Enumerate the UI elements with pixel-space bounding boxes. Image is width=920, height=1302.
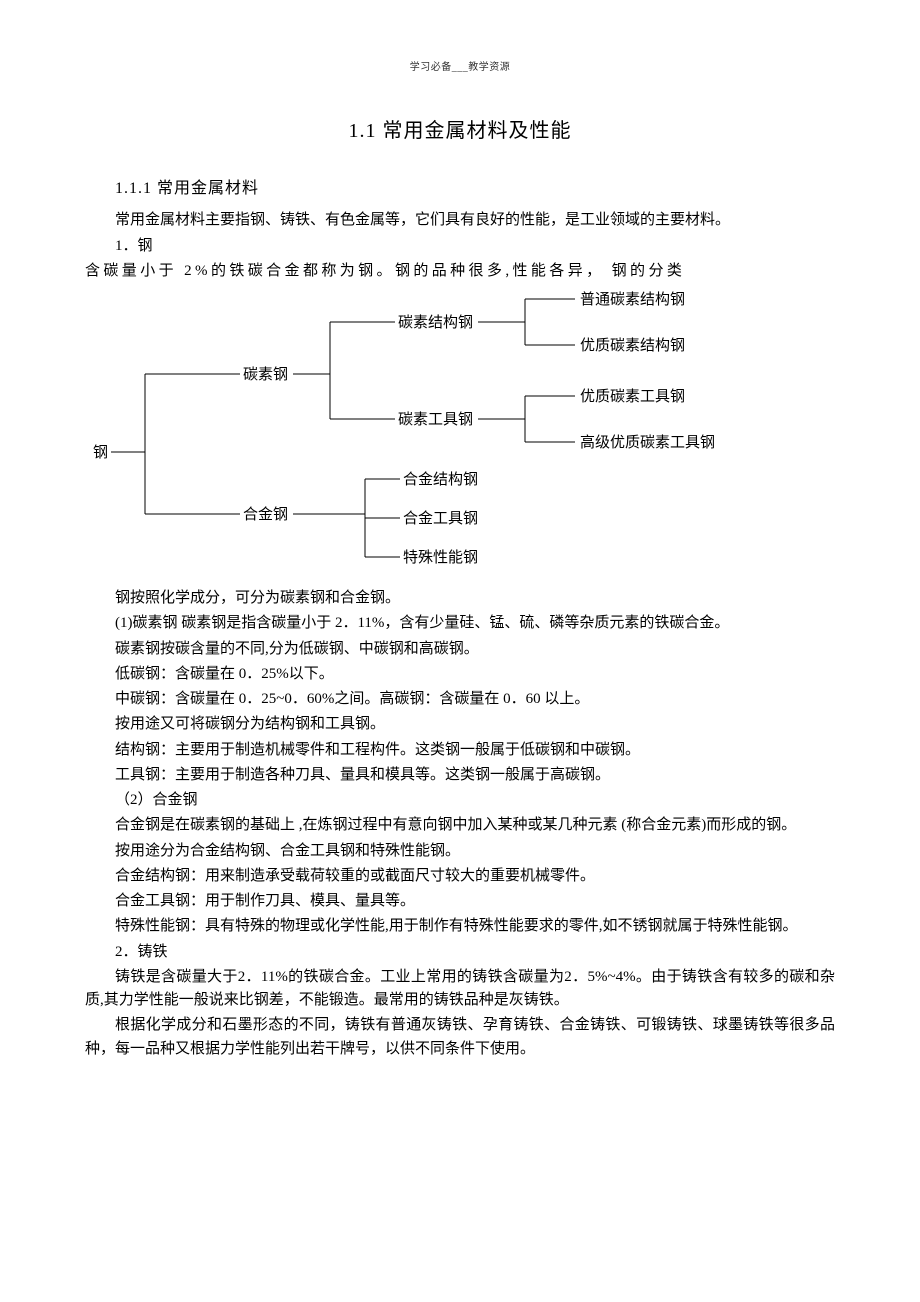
iron-heading: 2．铸铁 [85,941,835,964]
para-iron-types: 根据化学成分和石墨形态的不同，铸铁有普通灰铸铁、孕育铸铁、合金铸铁、可锻铸铁、球… [85,1014,835,1061]
steel-heading: 1．钢 [85,235,835,258]
tree-node-high-quality-carbon-tool: 高级优质碳素工具钢 [580,434,715,451]
para-carbon-def: (1)碳素钢 碳素钢是指含碳量小于 2．11%，含有少量硅、锰、硫、磷等杂质元素… [85,612,835,635]
document-page: 学习必备___教学资源 1.1 常用金属材料及性能 1.1.1 常用金属材料 常… [0,0,920,1103]
tree-node-common-carbon-struct: 普通碳素结构钢 [580,291,685,308]
tree-root-label: 钢 [93,444,108,461]
tree-node-quality-carbon-tool: 优质碳素工具钢 [580,388,685,405]
steel-definition-line: 含碳量小于 2%的铁碳合金都称为钢。钢的品种很多,性能各异， 钢的分类 [85,260,835,283]
steel-classification-tree: 钢 碳素钢 碳素结构钢 普通碳素结构钢 优质碳素结构钢 碳素工具钢 优质碳素工具… [85,289,835,579]
tree-node-special-steel: 特殊性能钢 [403,549,478,566]
para-alloy-struct: 合金结构钢：用来制造承受载荷较重的或截面尺寸较大的重要机械零件。 [85,865,835,888]
intro-paragraph: 常用金属材料主要指钢、铸铁、有色金属等，它们具有良好的性能，是工业领域的主要材料… [85,209,835,232]
para-carbon-split: 碳素钢按碳含量的不同,分为低碳钢、中碳钢和高碳钢。 [85,638,835,661]
tree-node-carbon-struct: 碳素结构钢 [398,314,473,331]
para-low-carbon: 低碳钢：含碳量在 0．25%以下。 [85,663,835,686]
para-alloy-use: 按用途分为合金结构钢、合金工具钢和特殊性能钢。 [85,840,835,863]
tree-node-carbon-steel: 碳素钢 [243,366,288,383]
para-struct-steel: 结构钢：主要用于制造机械零件和工程构件。这类钢一般属于低碳钢和中碳钢。 [85,739,835,762]
chapter-title: 1.1 常用金属材料及性能 [85,116,835,147]
tree-node-alloy-steel: 合金钢 [243,506,288,523]
para-tool-steel: 工具钢：主要用于制造各种刀具、量具和模具等。这类钢一般属于高碳钢。 [85,764,835,787]
tree-node-alloy-struct: 合金结构钢 [403,471,478,488]
para-use-split: 按用途又可将碳钢分为结构钢和工具钢。 [85,713,835,736]
para-special-steel: 特殊性能钢：具有特殊的物理或化学性能,用于制作有特殊性能要求的零件,如不锈钢就属… [85,915,835,938]
page-header-note: 学习必备___教学资源 [85,60,835,76]
para-alloy-def: 合金钢是在碳素钢的基础上 ,在炼钢过程中有意向钢中加入某种或某几种元素 (称合金… [85,814,835,837]
tree-node-carbon-tool: 碳素工具钢 [398,411,473,428]
tree-node-quality-carbon-struct: 优质碳素结构钢 [580,337,685,354]
tree-node-alloy-tool: 合金工具钢 [403,510,478,527]
para-alloy-head: （2）合金钢 [85,789,835,812]
para-after-tree: 钢按照化学成分，可分为碳素钢和合金钢。 [85,587,835,610]
section-heading: 1.1.1 常用金属材料 [85,177,835,202]
para-iron-def: 铸铁是含碳量大于2．11%的铁碳合金。工业上常用的铸铁含碳量为2．5%~4%。由… [85,966,835,1013]
para-mid-carbon: 中碳钢：含碳量在 0．25~0．60%之间。高碳钢：含碳量在 0．60 以上。 [85,688,835,711]
para-alloy-tool: 合金工具钢：用于制作刀具、模具、量具等。 [85,890,835,913]
